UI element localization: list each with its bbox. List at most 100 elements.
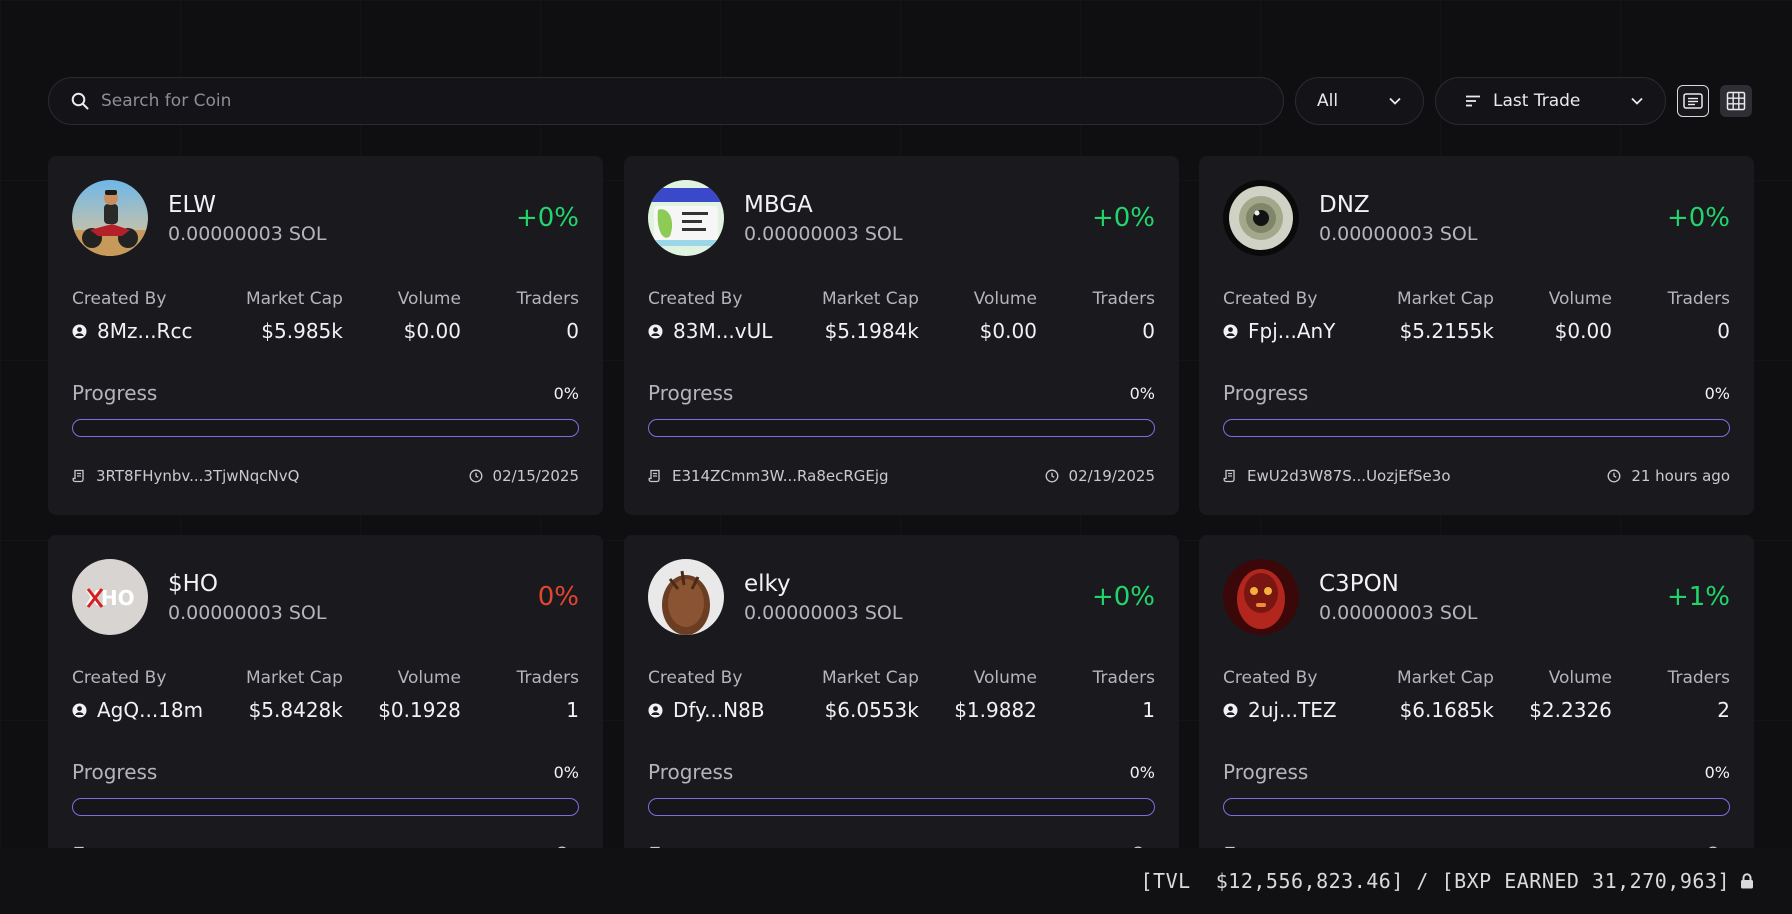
coin-card[interactable]: XHO $HO 0.00000003 SOL 0% Created By AgQ…	[48, 535, 603, 848]
search-bar[interactable]	[48, 77, 1284, 125]
creator-address[interactable]: 8Mz...Rcc	[97, 319, 193, 343]
coin-stats: Created By 8Mz...Rcc Market Cap $5.985k …	[72, 289, 579, 343]
passport-avatar	[648, 180, 724, 256]
motorcycle-rider-avatar	[72, 180, 148, 256]
created-by-label: Created By	[648, 289, 743, 309]
chevron-down-icon	[1631, 97, 1643, 105]
coin-price: 0.00000003 SOL	[744, 602, 903, 624]
coin-stats: Created By Dfy...N8B Market Cap $6.0553k…	[648, 668, 1155, 722]
volume-value: $0.00	[1554, 319, 1612, 343]
creator-address[interactable]: 2uj...TEZ	[1248, 698, 1337, 722]
progress-label: Progress	[72, 760, 158, 784]
traders-value: 1	[1142, 698, 1155, 722]
market-cap-label: Market Cap	[245, 668, 343, 688]
price-change: +0%	[1091, 582, 1155, 612]
coin-ticker: ELW	[168, 192, 216, 218]
user-icon	[72, 703, 87, 717]
market-cap-label: Market Cap	[245, 289, 343, 309]
progress-label: Progress	[1223, 381, 1309, 405]
lock-icon[interactable]	[1740, 873, 1754, 889]
volume-label: Volume	[397, 289, 461, 309]
created-by-label: Created By	[1223, 668, 1318, 688]
volume-value: $0.00	[979, 319, 1037, 343]
coin-ticker: $HO	[168, 571, 219, 597]
bxp-label: BXP EARNED	[1454, 869, 1580, 893]
creator-address[interactable]: AgQ...18m	[97, 698, 204, 722]
market-cap-value: $5.8428k	[248, 698, 343, 722]
user-icon	[1223, 324, 1238, 338]
card-footer: 3RT8FHynbv...3TjwNqcNvQ 02/15/2025	[72, 467, 579, 485]
clock-icon	[557, 846, 567, 848]
coin-card[interactable]: DNZ 0.00000003 SOL +0% Created By Fpj...…	[1199, 156, 1754, 515]
volume-label: Volume	[973, 668, 1037, 688]
traders-value: 0	[566, 319, 579, 343]
card-header: ELW 0.00000003 SOL +0%	[72, 180, 579, 256]
market-cap-value: $6.1685k	[1399, 698, 1494, 722]
coin-card[interactable]: MBGA 0.00000003 SOL +0% Created By 83M..…	[624, 156, 1179, 515]
bxp-value: 31,270,963	[1592, 869, 1718, 893]
price-change: +0%	[1091, 203, 1155, 233]
search-input[interactable]	[101, 91, 1201, 111]
clock-icon	[1607, 469, 1621, 483]
coin-price: 0.00000003 SOL	[1319, 602, 1478, 624]
status-bar: [TVL $12,556,823.46] / [BXP EARNED 31,27…	[0, 848, 1792, 914]
contract-scroll-icon	[1223, 469, 1235, 483]
tvl-label: TVL	[1153, 869, 1191, 893]
creator-address[interactable]: 83M...vUL	[673, 319, 773, 343]
volume-value: $2.2326	[1529, 698, 1612, 722]
coin-price: 0.00000003 SOL	[1319, 223, 1478, 245]
card-header: MBGA 0.00000003 SOL +0%	[648, 180, 1155, 256]
contract-address[interactable]: 3RT8FHynbv...3TjwNqcNvQ	[96, 467, 300, 485]
clock-icon	[1708, 846, 1718, 848]
creator-address[interactable]: Dfy...N8B	[673, 698, 765, 722]
progress-bar	[72, 419, 579, 437]
list-view-button[interactable]	[1677, 85, 1709, 117]
created-time: 02/15/2025	[492, 467, 579, 485]
coin-price: 0.00000003 SOL	[168, 223, 327, 245]
contract-scroll-icon	[648, 469, 660, 483]
price-change: +1%	[1666, 582, 1730, 612]
card-header: C3PON 0.00000003 SOL +1%	[1223, 559, 1730, 635]
grid-view-button[interactable]	[1720, 85, 1752, 117]
coin-card[interactable]: C3PON 0.00000003 SOL +1% Created By 2uj.…	[1199, 535, 1754, 848]
coin-ticker: elky	[744, 571, 791, 597]
card-footer: EwU2d3W87S...UozjEfSe3o 21 hours ago	[1223, 467, 1730, 485]
type-filter-value: All	[1317, 91, 1339, 111]
market-cap-value: $5.1984k	[824, 319, 919, 343]
progress-label: Progress	[648, 381, 734, 405]
progress-value: 0%	[1129, 383, 1155, 403]
coin-card[interactable]: elky 0.00000003 SOL +0% Created By Dfy..…	[624, 535, 1179, 848]
coin-card[interactable]: ELW 0.00000003 SOL +0% Created By 8Mz...…	[48, 156, 603, 515]
sort-icon	[1466, 95, 1480, 107]
contract-address[interactable]: EwU2d3W87S...UozjEfSe3o	[1247, 467, 1451, 485]
contract-address[interactable]: E314ZCmm3W...Ra8ecRGEjg	[672, 467, 889, 485]
sort-select[interactable]: Last Trade	[1435, 77, 1666, 125]
coin-ticker: DNZ	[1319, 192, 1370, 218]
clock-icon	[1133, 846, 1143, 848]
card-header: DNZ 0.00000003 SOL +0%	[1223, 180, 1730, 256]
traders-label: Traders	[1092, 668, 1155, 688]
search-icon	[71, 92, 89, 110]
traders-value: 1	[566, 698, 579, 722]
market-cap-label: Market Cap	[1396, 668, 1494, 688]
eye-avatar	[1223, 180, 1299, 256]
market-cap-label: Market Cap	[821, 668, 919, 688]
user-icon	[648, 703, 663, 717]
progress-bar	[72, 798, 579, 816]
traders-label: Traders	[1667, 668, 1730, 688]
coin-grid: ELW 0.00000003 SOL +0% Created By 8Mz...…	[48, 156, 1754, 848]
traders-value: 0	[1717, 319, 1730, 343]
user-icon	[1223, 703, 1238, 717]
volume-value: $0.1928	[378, 698, 461, 722]
volume-value: $0.00	[403, 319, 461, 343]
type-filter-select[interactable]: All	[1295, 77, 1424, 125]
market-cap-value: $5.985k	[261, 319, 343, 343]
price-change: +0%	[515, 203, 579, 233]
progress-value: 0%	[553, 762, 579, 782]
card-footer: E314ZCmm3W...Ra8ecRGEjg 02/19/2025	[648, 467, 1155, 485]
market-cap-value: $6.0553k	[824, 698, 919, 722]
contract-scroll-icon	[72, 469, 84, 483]
creator-address[interactable]: Fpj...AnY	[1248, 319, 1336, 343]
progress-value: 0%	[1704, 762, 1730, 782]
card-header: XHO $HO 0.00000003 SOL 0%	[72, 559, 579, 635]
